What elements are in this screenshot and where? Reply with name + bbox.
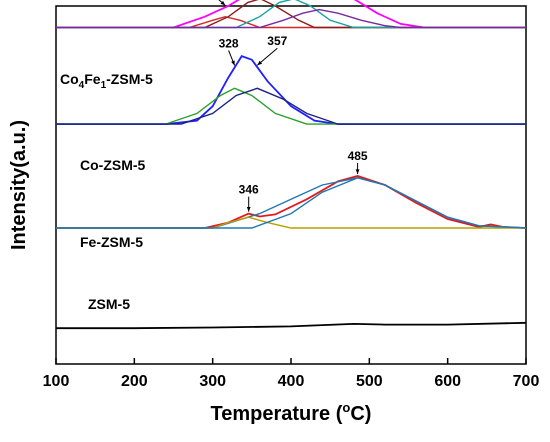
sample-label: Fe-ZSM-5 <box>80 234 143 250</box>
sample-group-zsm-5 <box>56 321 527 330</box>
x-axis-label-main: Temperature ( <box>211 403 343 425</box>
x-tick-label: 700 <box>513 373 540 390</box>
series-line-fit <box>56 8 526 29</box>
series-line-measured <box>56 321 527 330</box>
x-axis-label: Temperature (oC) <box>211 400 372 425</box>
peak-arrowhead <box>231 60 235 66</box>
series-line-fit <box>56 15 526 29</box>
x-tick-label: 100 <box>43 373 70 390</box>
peak-label: 328 <box>219 36 239 50</box>
sample-label: Co-ZSM-5 <box>80 157 146 173</box>
x-axis: 100 200 300 400 500 600 700 <box>43 358 540 390</box>
sample-group-fe-zsm-5 <box>56 175 527 229</box>
x-tick-label: 200 <box>121 373 148 390</box>
x-axis-label-degree: o <box>342 400 350 415</box>
sample-label: Co4Fe1-ZSM-5 <box>60 71 153 91</box>
peak-arrowhead <box>355 169 360 174</box>
sample-label-text: Fe <box>84 71 101 87</box>
sample-group-co4fe1-zsm-5 <box>56 0 526 29</box>
series-layer <box>56 0 527 330</box>
y-axis-label: Intensity(a.u.) <box>8 120 30 250</box>
x-tick-label: 400 <box>278 373 305 390</box>
peak-label: 357 <box>267 34 287 48</box>
peak-arrowhead <box>246 207 251 212</box>
sample-label-text: -ZSM-5 <box>106 71 153 87</box>
sample-group-co-zsm-5 <box>56 55 526 125</box>
sample-label-text: Co <box>60 71 79 87</box>
series-line-fit <box>56 0 526 29</box>
peak-arrowhead <box>220 0 226 6</box>
peak-label: 346 <box>239 183 259 197</box>
x-tick-label: 600 <box>434 373 461 390</box>
series-line-fit <box>56 87 526 125</box>
series-line-fit <box>56 0 526 29</box>
series-line-measured <box>56 55 526 125</box>
sample-label: ZSM-5 <box>88 296 130 312</box>
series-line-measured <box>56 175 527 229</box>
series-line-fit <box>56 177 527 229</box>
series-line-fit <box>56 87 526 125</box>
peak-label: 485 <box>348 149 368 163</box>
sample-label-subscript: 4 <box>79 80 85 91</box>
x-tick-label: 300 <box>199 373 226 390</box>
x-axis-label-unit: C) <box>350 403 371 425</box>
x-tick-label: 500 <box>356 373 383 390</box>
peak-arrowhead <box>257 60 263 66</box>
sample-label-subscript: 1 <box>101 80 107 91</box>
series-line-measured <box>56 0 526 29</box>
